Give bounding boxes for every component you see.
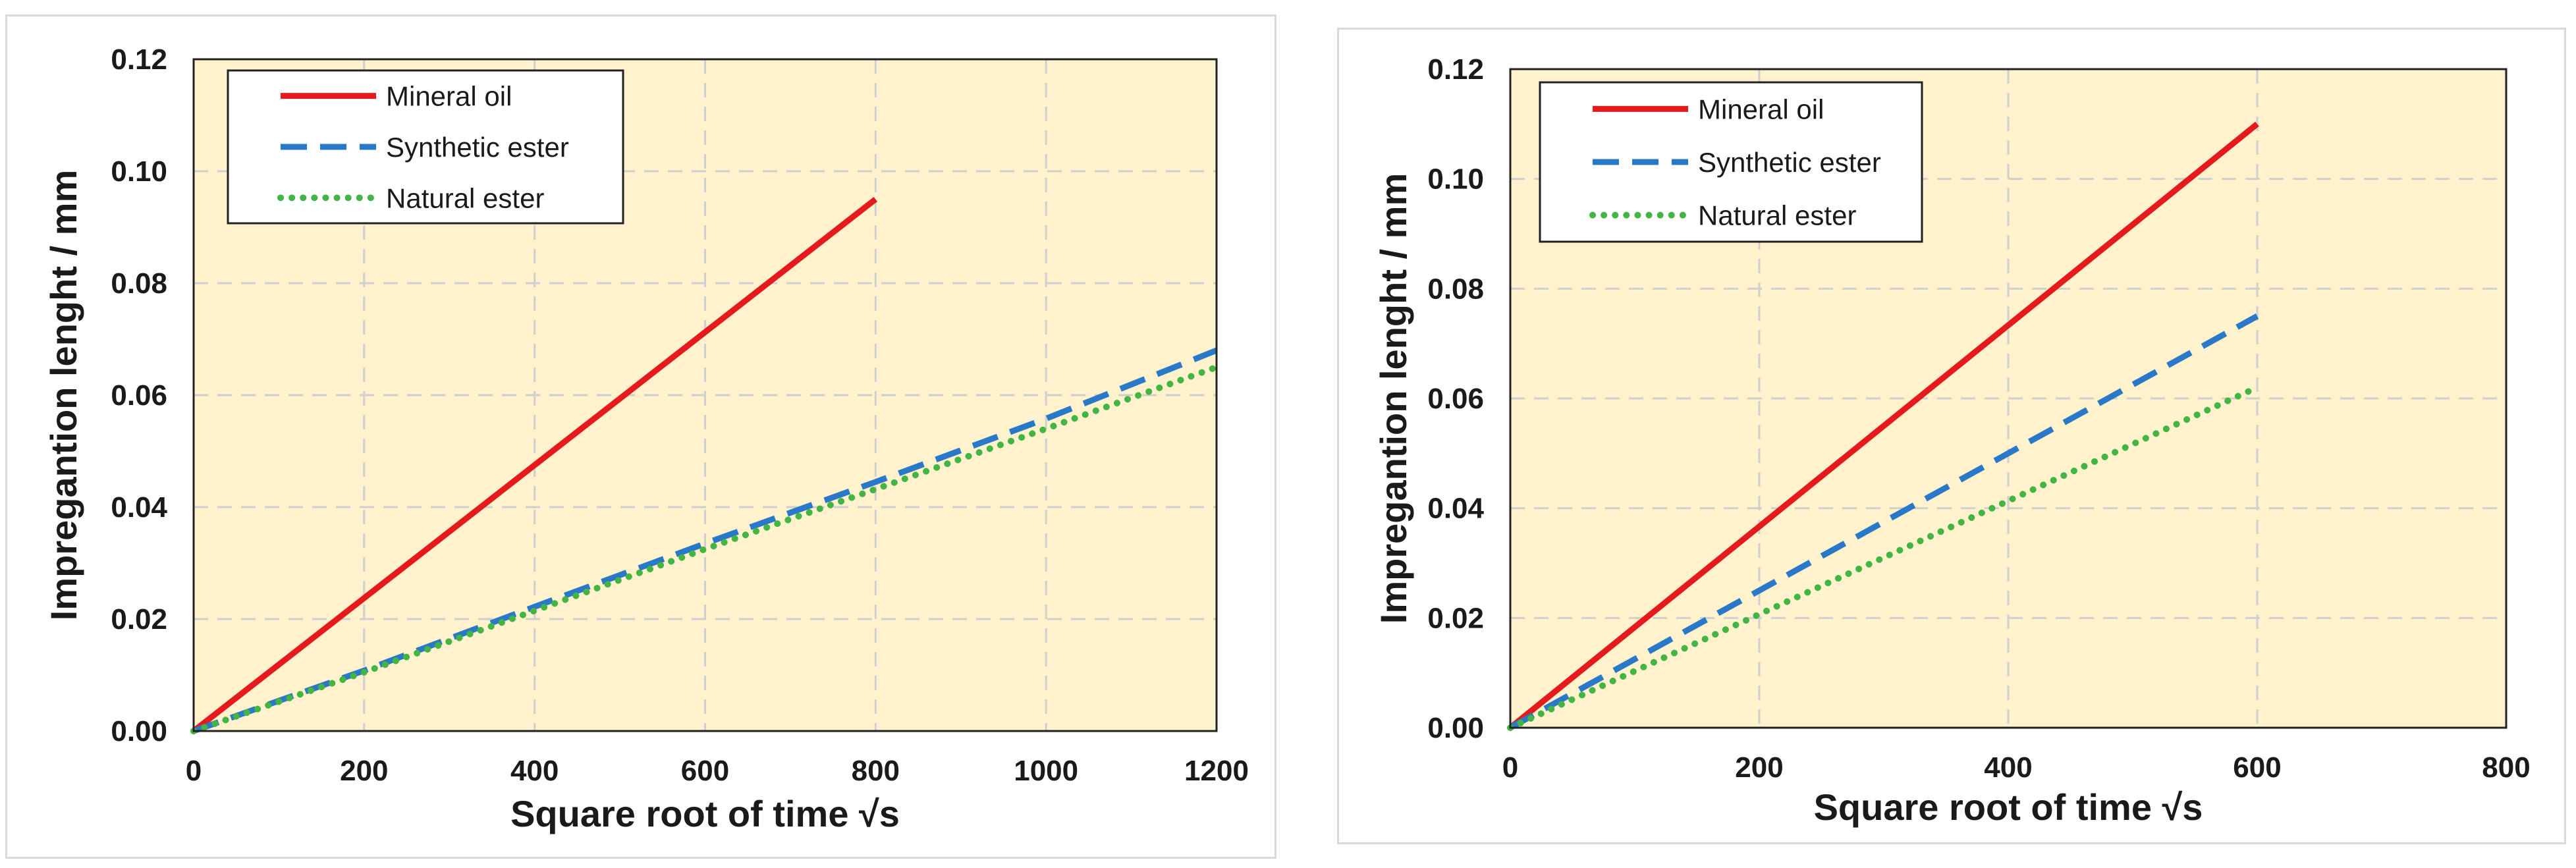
y-tick-label: 0.06: [111, 379, 167, 412]
x-tick-label: 200: [340, 755, 388, 787]
legend-label: Synthetic ester: [1698, 147, 1881, 178]
legend-label: Natural ester: [386, 182, 544, 213]
series-line-natural-ester: [1507, 384, 2261, 731]
legend-label: Mineral oil: [1698, 94, 1824, 124]
y-axis-title: Impregantion lenght / mm: [43, 170, 84, 620]
y-tick-label: 0.04: [1427, 493, 1484, 525]
x-tick-label: 200: [1735, 751, 1783, 784]
x-tick-label: 0: [1502, 751, 1518, 784]
x-tick-label: 800: [852, 755, 900, 787]
x-tick-label: 800: [2482, 751, 2530, 784]
y-tick-label: 0.12: [1427, 53, 1484, 86]
series-line-mineral-oil: [1508, 121, 2259, 730]
chart-panel-left: 0 200 400 600 800 1000 1200 0.00 0.02 0.04 0.06 0.0…: [5, 14, 1276, 859]
y-tick-label: 0.12: [111, 43, 167, 76]
series-line-natural-ester: [190, 364, 1220, 734]
x-tick-label: 400: [1984, 751, 2032, 784]
y-tick-label: 0.10: [111, 155, 167, 188]
y-tick-label: 0.00: [111, 715, 167, 747]
x-axis-title: Square root of time √s: [1814, 786, 2203, 828]
y-tick-label: 0.10: [1427, 163, 1484, 196]
x-axis-title: Square root of time √s: [510, 793, 900, 834]
chart-panel-right: 0 200 400 600 800 0.00 0.02 0.04 0.06 0.08 0.10 0.1…: [1337, 28, 2566, 844]
chart-left: 0 200 400 600 800 1000 1200 0.00 0.02 0.04 0.06 0.0…: [43, 43, 1249, 834]
x-tick-label: 0: [186, 755, 202, 787]
x-tick-label: 600: [681, 755, 729, 787]
y-axis-title: Impregantion lenght / mm: [1373, 173, 1414, 624]
y-tick-label: 0.02: [1427, 602, 1484, 634]
x-tick-label: 400: [510, 755, 559, 787]
series-line-mineral-oil: [192, 196, 878, 734]
series-line-synthetic-ester: [1508, 313, 2259, 730]
legend-label: Natural ester: [1698, 200, 1856, 231]
chart-right: 0 200 400 600 800 0.00 0.02 0.04 0.06 0.08 0.10 0.1…: [1373, 53, 2531, 828]
y-tick-label: 0.08: [111, 267, 167, 300]
y-tick-label: 0.06: [1427, 383, 1484, 415]
legend-label: Mineral oil: [386, 81, 512, 112]
legend-label: Synthetic ester: [386, 132, 569, 163]
y-tick-label: 0.02: [111, 603, 167, 636]
plot-frame: [1509, 68, 2507, 729]
y-tick-label: 0.04: [111, 491, 167, 524]
x-tick-label: 600: [2233, 751, 2281, 784]
y-tick-label: 0.08: [1427, 273, 1484, 305]
x-tick-label: 1200: [1184, 755, 1249, 787]
y-tick-label: 0.00: [1427, 712, 1484, 744]
plot-frame: [192, 58, 1218, 732]
x-tick-label: 1000: [1014, 755, 1078, 787]
